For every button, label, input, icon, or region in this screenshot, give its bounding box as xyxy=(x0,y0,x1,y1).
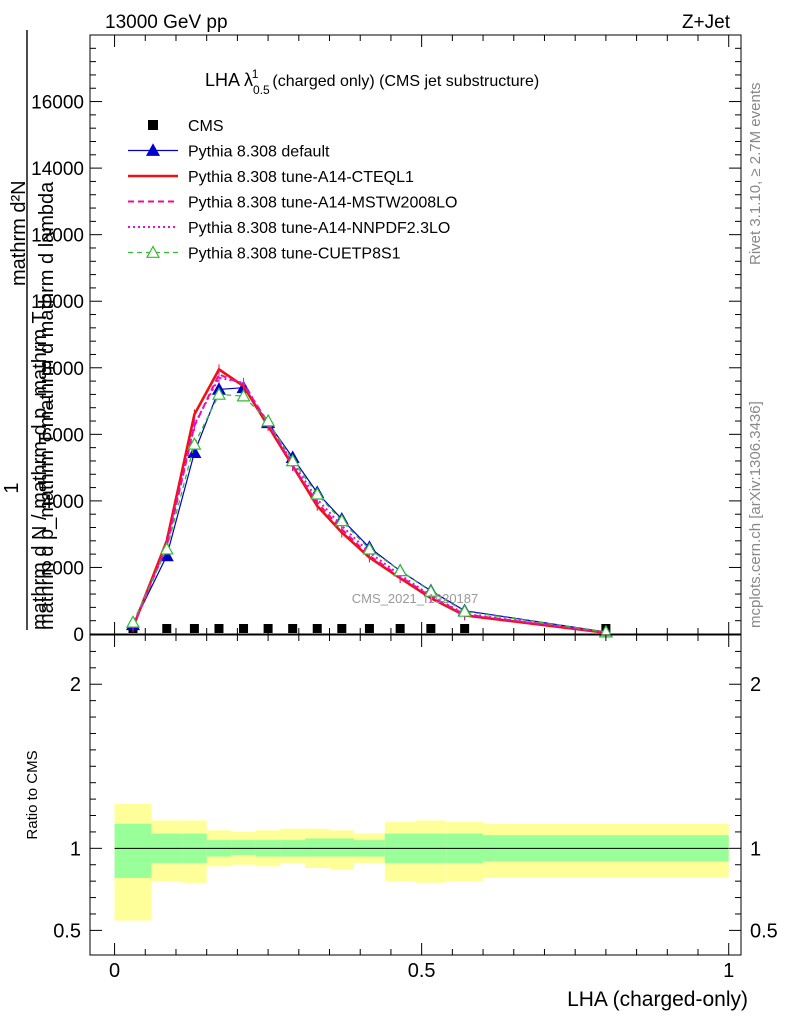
cms-data-point xyxy=(395,624,405,634)
legend-item-cms: CMS xyxy=(148,118,224,135)
plot-title-main: LHA λ xyxy=(205,70,253,90)
series-line-cuetp xyxy=(132,393,606,633)
marker-cuetp xyxy=(261,413,276,427)
legend-label: Pythia 8.308 tune-CUETP8S1 xyxy=(188,246,401,263)
series-cuetp xyxy=(125,387,613,638)
legend-item-cteql1: Pythia 8.308 tune-A14-CTEQL1 xyxy=(128,169,414,186)
main-watermark: CMS_2021_I1920187 xyxy=(352,591,479,606)
y-tick-label: 6000 xyxy=(42,425,84,446)
cms-data-point xyxy=(426,624,436,634)
y-tick-label: 16000 xyxy=(31,93,84,114)
legend-item-default: Pythia 8.308 default xyxy=(128,143,330,161)
legend-marker-default xyxy=(145,143,161,156)
ratio-y-tick-label: 2 xyxy=(70,674,81,696)
legend-marker-cms xyxy=(148,120,158,130)
plot-title-sub: 0.5 xyxy=(253,83,270,97)
ylabel-one: 1 xyxy=(1,482,23,493)
marker-cuetp xyxy=(362,541,377,555)
legend-label: Pythia 8.308 tune-A14-NNPDF2.3LO xyxy=(188,220,450,237)
legend-item-cuetp: Pythia 8.308 tune-CUETP8S1 xyxy=(128,245,401,263)
main-y-label: mathrm d²N mathrm d p_mathrm T mathrm d … xyxy=(1,30,58,630)
ratio-band-inner xyxy=(304,838,330,857)
main-panel: 0 2000 4000 6000 8000 10000 12000 14000 16000 CM… xyxy=(1,30,742,646)
cms-data-point xyxy=(288,624,298,634)
marker-cuetp xyxy=(211,387,226,400)
x-axis-label: LHA (charged-only) xyxy=(567,988,748,1011)
marker-cuetp xyxy=(310,486,325,500)
ylabel-mid: mathrm d p_mathrm T mathrm d mathrm d la… xyxy=(36,181,58,630)
x-tick-label: 1 xyxy=(723,960,734,982)
ratio-band-inner xyxy=(114,823,152,878)
y-tick-label: 12000 xyxy=(31,226,84,247)
ratio-y-tick-label: 0.5 xyxy=(53,920,81,942)
series-line-default xyxy=(132,387,606,633)
ratio-y-tick-label: 1 xyxy=(70,838,81,860)
header-process: Z+Jet xyxy=(682,12,731,33)
marker-cuetp xyxy=(334,513,349,527)
plot-title-sup: 1 xyxy=(252,67,259,81)
main-y-axis: 0 2000 4000 6000 8000 10000 12000 14000 16000 xyxy=(31,35,741,646)
x-tick-label: 0 xyxy=(109,960,120,982)
plot-title: LHA λ0.5 1 (charged only) (CMS jet substru… xyxy=(205,67,539,97)
legend-marker-cuetp xyxy=(145,245,161,258)
legend-label: Pythia 8.308 default xyxy=(188,144,330,161)
marker-cuetp xyxy=(159,541,174,555)
cms-data-point xyxy=(460,624,470,634)
main-frame xyxy=(89,34,742,635)
header-energy: 13000 GeV pp xyxy=(105,12,228,33)
y-tick-label: 4000 xyxy=(42,492,84,513)
plot-title-rest: (charged only) (CMS jet substructure) xyxy=(272,73,539,90)
marker-cuetp xyxy=(393,563,408,577)
ylabel-bottom: mathrm d N / mathrm d p_mathrm T xyxy=(29,311,51,630)
marker-cuetp xyxy=(187,437,202,450)
ratio-axes: 0.5 0.5 1 1 2 2 0 0.5 1 xyxy=(53,635,778,982)
ratio-y-tick-label-right: 1 xyxy=(750,838,761,860)
marker-cuetp xyxy=(423,584,438,597)
cms-data-point xyxy=(214,624,224,634)
y-tick-label: 10000 xyxy=(31,292,84,313)
marker-cuetp xyxy=(125,615,141,628)
ratio-y-label: Ratio to CMS xyxy=(24,750,41,839)
ratio-bands xyxy=(114,804,729,921)
legend-item-nnpdf: Pythia 8.308 tune-A14-NNPDF2.3LO xyxy=(128,220,450,237)
marker-cuetp xyxy=(236,388,251,402)
y-tick-label: 2000 xyxy=(42,558,84,579)
y-tick-label: 14000 xyxy=(31,159,84,180)
legend-label: CMS xyxy=(188,118,224,135)
ratio-frame xyxy=(89,634,742,956)
y-tick-label: 8000 xyxy=(42,359,84,380)
ratio-y-tick-label-right: 2 xyxy=(750,674,761,696)
ratio-band-inner xyxy=(329,838,355,857)
marker-default xyxy=(187,445,202,459)
series-line-nnpdf xyxy=(132,376,607,634)
legend-label: Pythia 8.308 tune-A14-MSTW2008LO xyxy=(188,195,457,212)
ratio-panel: 0.5 0.5 1 1 2 2 0 0.5 1 Ratio to CMS LHA (charge… xyxy=(24,634,778,1011)
cms-data-point xyxy=(263,624,273,634)
mcplots-label: mcplots.cern.ch [arXiv:1306.3436] xyxy=(747,401,764,628)
legend-item-mstw: Pythia 8.308 tune-A14-MSTW2008LO xyxy=(128,195,457,212)
marker-cuetp xyxy=(457,604,472,617)
ratio-y-tick-label-right: 0.5 xyxy=(750,920,778,942)
ylabel-top: mathrm d²N xyxy=(8,180,30,286)
rivet-label: Rivet 3.1.10, ≥ 2.7M events xyxy=(747,83,764,266)
cms-data-point xyxy=(189,624,199,634)
series-line-mstw xyxy=(132,373,607,634)
x-tick-label: 0.5 xyxy=(408,960,436,982)
main-series-layer xyxy=(125,364,613,638)
cms-data-point xyxy=(162,624,172,634)
legend: CMS Pythia 8.308 default Pythia 8.308 tune… xyxy=(128,118,457,263)
legend-label: Pythia 8.308 tune-A14-CTEQL1 xyxy=(188,169,414,186)
cms-data-point xyxy=(312,624,322,634)
marker-cuetp xyxy=(285,453,300,467)
cms-data-point xyxy=(364,624,374,634)
cms-data-point xyxy=(239,624,249,634)
cms-data-point xyxy=(337,624,347,634)
ratio-band-inner xyxy=(231,840,256,855)
y-tick-label: 0 xyxy=(73,625,84,646)
